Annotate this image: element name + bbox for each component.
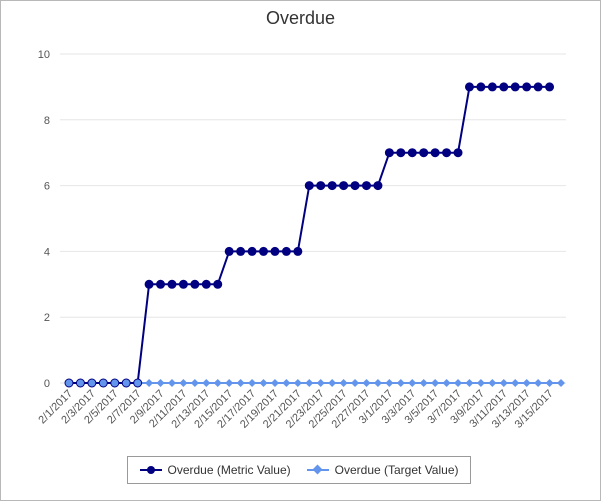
metric-point	[407, 148, 417, 158]
metric-point	[522, 82, 532, 92]
legend: Overdue (Metric Value) Overdue (Target V…	[127, 456, 471, 484]
y-tick-label: 2	[44, 312, 50, 324]
target-point	[156, 379, 165, 387]
legend-item-metric[interactable]: Overdue (Metric Value)	[139, 463, 291, 477]
metric-point	[304, 181, 314, 191]
target-point	[190, 379, 199, 387]
target-point	[499, 379, 508, 387]
metric-point	[270, 246, 280, 256]
target-point	[351, 379, 360, 387]
metric-point	[350, 181, 360, 191]
target-point	[488, 379, 497, 387]
metric-point	[64, 378, 74, 388]
target-point	[408, 379, 417, 387]
metric-point	[281, 246, 291, 256]
target-point	[270, 379, 279, 387]
target-point	[236, 379, 245, 387]
target-point	[465, 379, 474, 387]
target-point	[362, 379, 371, 387]
metric-point	[121, 378, 131, 388]
target-point	[316, 379, 325, 387]
legend-metric-swatch	[139, 465, 162, 475]
legend-target-swatch	[306, 464, 329, 475]
metric-point	[384, 148, 394, 158]
target-point	[213, 379, 222, 387]
metric-point	[545, 82, 555, 92]
target-point	[179, 379, 188, 387]
target-point	[202, 379, 211, 387]
metric-point	[510, 82, 520, 92]
target-point	[293, 379, 302, 387]
metric-point	[213, 279, 223, 289]
target-point	[167, 379, 176, 387]
metric-point	[247, 246, 257, 256]
metric-point	[316, 181, 326, 191]
target-point	[454, 379, 463, 387]
y-tick-label: 4	[44, 246, 50, 258]
metric-point	[430, 148, 440, 158]
metric-point	[144, 279, 154, 289]
y-tick-label: 8	[44, 115, 50, 127]
metric-point	[190, 279, 200, 289]
metric-point	[224, 246, 234, 256]
metric-point	[453, 148, 463, 158]
metric-point	[442, 148, 452, 158]
y-tick-label: 0	[44, 378, 50, 390]
metric-point	[75, 378, 85, 388]
chart-title: Overdue	[265, 8, 336, 28]
target-point	[419, 379, 428, 387]
metric-point	[361, 181, 371, 191]
metric-point	[464, 82, 474, 92]
metric-point	[236, 246, 246, 256]
y-tick-label: 10	[38, 49, 50, 61]
legend-target-label: Overdue (Target Value)	[334, 463, 459, 477]
metric-point	[339, 181, 349, 191]
target-point	[431, 379, 440, 387]
target-point	[248, 379, 257, 387]
metric-point	[201, 279, 211, 289]
target-point	[545, 379, 554, 387]
target-point	[259, 379, 268, 387]
metric-point	[178, 279, 188, 289]
target-point	[373, 379, 382, 387]
metric-point	[373, 181, 383, 191]
metric-point	[499, 82, 509, 92]
metric-point	[327, 181, 337, 191]
target-point	[225, 379, 234, 387]
metric-point	[476, 82, 486, 92]
metric-point	[487, 82, 497, 92]
target-point	[396, 379, 405, 387]
y-tick-label: 6	[44, 181, 50, 193]
target-point	[476, 379, 485, 387]
metric-point	[87, 378, 97, 388]
metric-point	[110, 378, 120, 388]
target-point	[328, 379, 337, 387]
metric-point	[259, 246, 269, 256]
target-point	[442, 379, 451, 387]
metric-point	[419, 148, 429, 158]
target-point	[534, 379, 543, 387]
target-point	[339, 379, 348, 387]
target-point	[522, 379, 531, 387]
target-point	[385, 379, 394, 387]
target-point	[305, 379, 314, 387]
metric-point	[396, 148, 406, 158]
target-point	[557, 379, 565, 387]
target-point	[145, 379, 154, 387]
metric-point	[167, 279, 177, 289]
legend-metric-label: Overdue (Metric Value)	[167, 463, 291, 477]
target-point	[282, 379, 291, 387]
metric-point	[98, 378, 108, 388]
metric-point	[156, 279, 166, 289]
metric-point	[293, 246, 303, 256]
metric-point	[133, 378, 143, 388]
target-point	[511, 379, 520, 387]
series-line-metric	[69, 85, 550, 384]
legend-item-target[interactable]: Overdue (Target Value)	[306, 463, 459, 477]
metric-point	[533, 82, 543, 92]
